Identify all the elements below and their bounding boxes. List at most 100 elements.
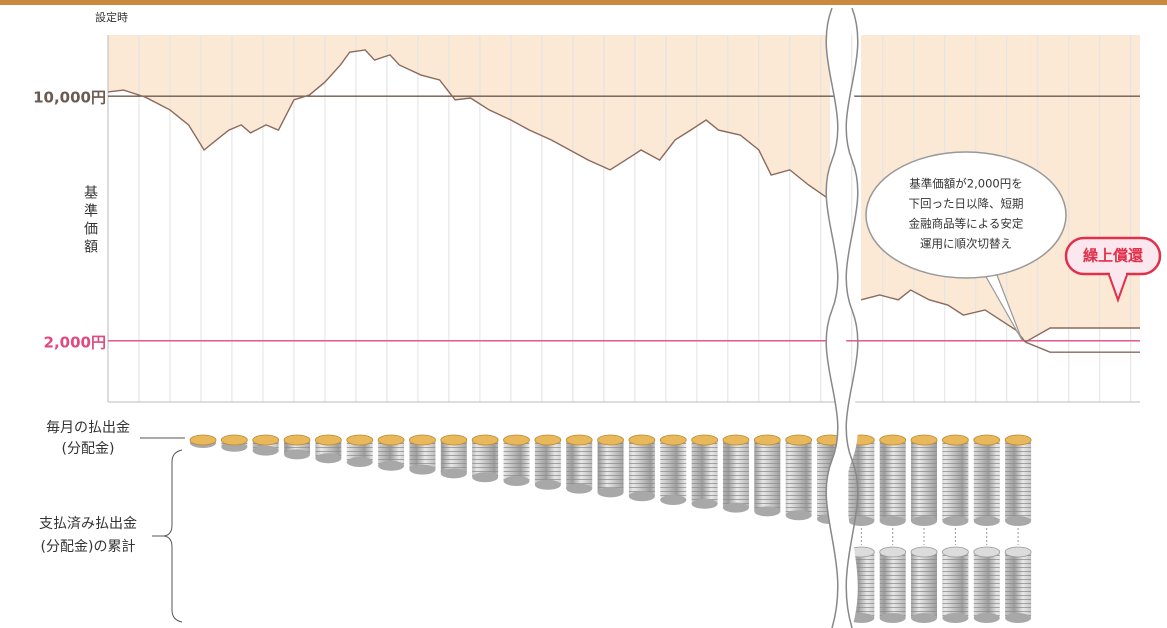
coin-bottom (566, 484, 592, 494)
coin-body (629, 440, 655, 496)
callout-line: 基準価額が2,000円を (909, 177, 1022, 191)
coin-top (1005, 547, 1031, 557)
coin-bottom (253, 446, 279, 456)
callout-line: 下回った日以降、短期 (909, 197, 1024, 211)
coin-bottom (660, 495, 686, 505)
coin-body (911, 440, 937, 521)
coin-top (942, 547, 968, 557)
coin-body (692, 440, 718, 504)
coin-body (472, 440, 498, 477)
coin-bottom (1005, 516, 1031, 526)
coin-top (880, 435, 906, 445)
coin-top (409, 435, 435, 445)
coin-top (535, 435, 561, 445)
coin-top (723, 435, 749, 445)
coin-bottom (315, 453, 341, 463)
axis-break (826, 8, 858, 628)
coin-bottom (504, 476, 530, 486)
coin-bottom (942, 516, 968, 526)
coin-body (535, 440, 561, 485)
coin-top (911, 547, 937, 557)
coin-bottom (911, 516, 937, 526)
coin-top (347, 435, 373, 445)
coin-body (723, 440, 749, 508)
coin-body (566, 440, 592, 489)
coin-bottom (598, 487, 624, 497)
coin-top (942, 435, 968, 445)
coin-top (660, 435, 686, 445)
coin-body (504, 440, 530, 481)
coin-bottom (284, 449, 310, 459)
coin-body (974, 552, 1000, 618)
coin-body (880, 552, 906, 618)
top-label: 設定時 (95, 10, 128, 24)
coin-top (974, 547, 1000, 557)
coin-top (692, 435, 718, 445)
coin-body (598, 440, 624, 492)
coin-top (472, 435, 498, 445)
coin-bottom (1005, 613, 1031, 623)
coin-top (880, 547, 906, 557)
coin-bottom (378, 461, 404, 471)
coin-body (1005, 440, 1031, 521)
coin-bottom (535, 480, 561, 490)
coin-bottom (692, 499, 718, 509)
coin-top (190, 435, 216, 445)
coin-bottom (942, 613, 968, 623)
badge-join (1110, 268, 1126, 276)
coin-bottom (848, 516, 874, 526)
coin-bottom (880, 516, 906, 526)
y-tick-label: 2,000円 (44, 333, 106, 351)
coin-top (1005, 435, 1031, 445)
coin-top (754, 435, 780, 445)
top-bar (0, 0, 1167, 5)
coin-bottom (472, 472, 498, 482)
coin-bottom (786, 510, 812, 520)
coin-body (660, 440, 686, 500)
coin-bottom (629, 491, 655, 501)
coin-body (1005, 552, 1031, 618)
coin-labels: 毎月の払出金 (分配金) 支払済み払出金 (分配金)の累計 (39, 420, 185, 622)
coin-top (629, 435, 655, 445)
coin-top (378, 435, 404, 445)
coin-body (942, 552, 968, 618)
coin-top (315, 435, 341, 445)
coin-top (911, 435, 937, 445)
coin-bottom (880, 613, 906, 623)
coin-top (598, 435, 624, 445)
coin-bottom (911, 613, 937, 623)
coin-top (253, 435, 279, 445)
coins (190, 435, 1031, 623)
coin-top (786, 435, 812, 445)
coin-body (942, 440, 968, 521)
coin-label: (分配金)の累計 (41, 539, 136, 555)
coin-bottom (347, 457, 373, 467)
y-axis-label: 基準価額 (82, 184, 98, 257)
coin-label: 毎月の払出金 (46, 420, 130, 436)
coin-top (221, 435, 247, 445)
coin-body (880, 440, 906, 521)
coin-bottom (441, 468, 467, 478)
coin-label: (分配金) (62, 441, 115, 457)
coin-bottom (974, 613, 1000, 623)
coin-body (911, 552, 937, 618)
chart: 10,000円 2,000円 設定時 基準価額 基準価額が2,000円を 下回った… (0, 0, 1167, 628)
callout-bubble (866, 152, 1066, 278)
line (1025, 342, 1140, 352)
coin-bottom (723, 503, 749, 513)
coin-top (441, 435, 467, 445)
y-tick-label: 10,000円 (33, 89, 106, 107)
bracket (164, 450, 182, 622)
coin-top (284, 435, 310, 445)
coin-body (974, 440, 1000, 521)
coin-body (754, 440, 780, 511)
callout-line: 金融商品等による安定 (909, 217, 1024, 231)
coin-bottom (974, 516, 1000, 526)
callout-line: 運用に順次切替え (920, 237, 1012, 251)
coin-bottom (754, 506, 780, 516)
coin-top (504, 435, 530, 445)
coin-label: 支払済み払出金 (39, 516, 137, 532)
coin-top (566, 435, 592, 445)
badge-text: 繰上償還 (1083, 247, 1144, 265)
coin-top (974, 435, 1000, 445)
